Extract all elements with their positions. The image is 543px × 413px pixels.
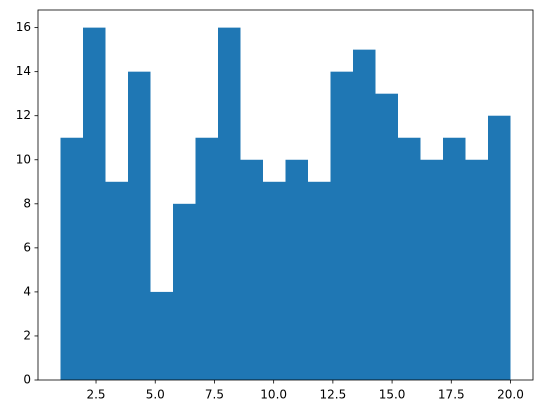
x-tick-label: 7.5 xyxy=(205,388,224,402)
y-tick-label: 8 xyxy=(23,196,31,210)
y-tick-label: 6 xyxy=(23,240,31,254)
y-tick-label: 10 xyxy=(16,152,31,166)
bar xyxy=(285,159,308,380)
bar xyxy=(353,49,376,381)
bar xyxy=(308,181,331,380)
y-tick-label: 0 xyxy=(23,373,31,387)
y-tick-label: 14 xyxy=(16,64,31,78)
bar xyxy=(398,137,421,380)
x-tick-label: 15.0 xyxy=(379,388,406,402)
y-tick-label: 2 xyxy=(23,328,31,342)
bar xyxy=(375,93,398,380)
y-tick-label: 16 xyxy=(16,20,31,34)
bar xyxy=(240,159,263,380)
bar xyxy=(443,137,466,380)
bar xyxy=(128,71,151,381)
bar xyxy=(83,27,106,380)
x-tick-label: 12.5 xyxy=(320,388,347,402)
x-tick-label: 5.0 xyxy=(146,388,165,402)
y-tick-label: 4 xyxy=(23,284,31,298)
bar xyxy=(150,291,173,380)
x-tick-label: 20.0 xyxy=(497,388,524,402)
bar xyxy=(420,159,443,380)
bar xyxy=(60,137,83,380)
bar xyxy=(263,181,286,380)
bar xyxy=(195,137,218,380)
bar xyxy=(330,71,353,381)
bar xyxy=(465,159,488,380)
bar xyxy=(218,27,241,380)
x-tick-label: 10.0 xyxy=(260,388,287,402)
x-tick-label: 2.5 xyxy=(86,388,105,402)
plot-frame xyxy=(37,9,534,381)
bar xyxy=(488,115,511,380)
bar xyxy=(105,181,128,380)
y-tick-label: 12 xyxy=(16,108,31,122)
x-tick-label: 17.5 xyxy=(438,388,465,402)
bar xyxy=(173,203,196,380)
